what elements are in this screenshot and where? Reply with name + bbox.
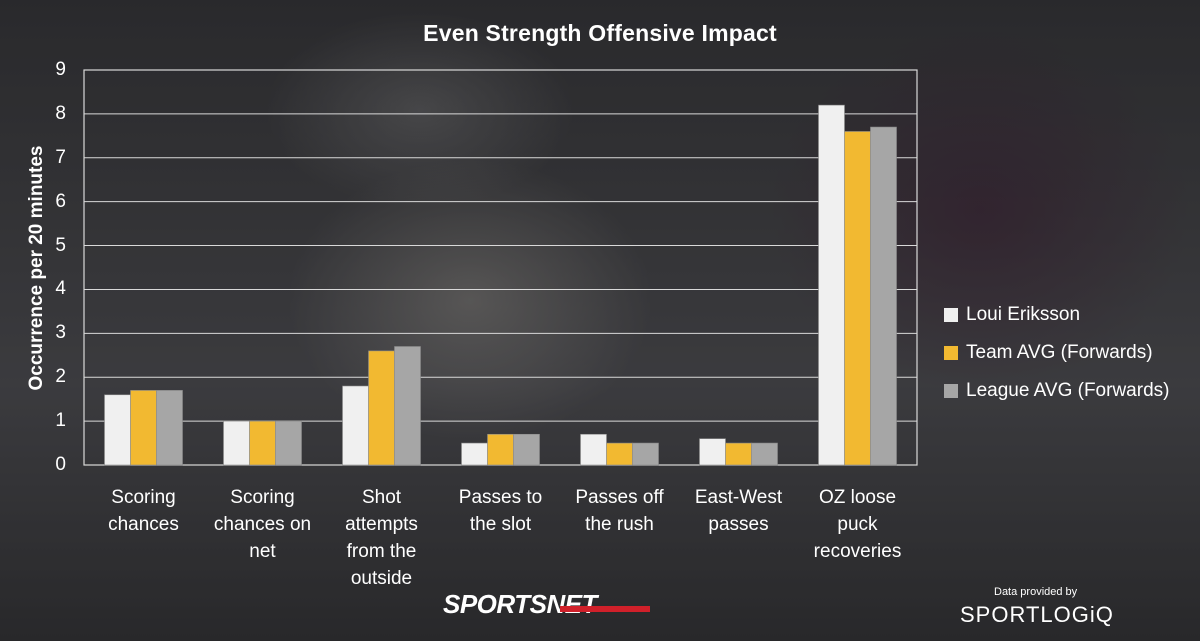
x-category-label: Scoring chances (108, 487, 179, 535)
legend-swatch (944, 346, 958, 360)
bar (844, 131, 871, 466)
y-axis-label: Occurrence per 20 minutes (26, 145, 47, 391)
bar (130, 390, 157, 466)
bar (394, 346, 421, 466)
data-credit-label: Data provided by (994, 586, 1078, 598)
legend-label: Team AVG (Forwards) (966, 342, 1153, 363)
bar (725, 442, 752, 466)
y-tick-label: 7 (55, 146, 66, 168)
bar (870, 126, 897, 466)
bar (249, 420, 276, 466)
bar (342, 385, 369, 466)
x-category-label: Passes to the slot (458, 487, 543, 535)
x-category-label: OZ loose puck recoveries (813, 487, 902, 562)
legend-item: Loui Eriksson (944, 296, 1169, 334)
legend-label: Loui Eriksson (966, 304, 1081, 325)
bar (513, 433, 540, 466)
y-tick-label: 5 (55, 234, 66, 256)
bar (699, 438, 726, 466)
y-tick-label: 0 (55, 454, 66, 475)
y-tick-label: 4 (55, 278, 66, 300)
bar (580, 433, 607, 466)
bar (487, 433, 514, 466)
x-category-label: Shot attempts from the outside (345, 487, 418, 589)
bar (606, 442, 633, 466)
legend-item: Team AVG (Forwards) (944, 334, 1169, 372)
bar (104, 394, 131, 466)
x-category-label: Passes off the rush (575, 487, 664, 535)
legend-label: League AVG (Forwards) (966, 380, 1170, 401)
bar (632, 442, 659, 466)
legend-swatch (944, 384, 958, 398)
bar (223, 420, 250, 466)
bar (461, 442, 488, 466)
bar (156, 390, 183, 466)
y-tick-label: 6 (55, 190, 66, 212)
bar (818, 104, 845, 466)
chart-legend: Loui Eriksson Team AVG (Forwards) League A… (944, 296, 1169, 410)
plot-area-frame (83, 69, 918, 466)
y-tick-label: 8 (55, 102, 66, 124)
y-tick-label: 2 (55, 366, 66, 388)
sportsnet-logo-accent (560, 606, 650, 612)
x-category-label: Scoring chances on net (213, 487, 312, 562)
y-tick-label: 9 (55, 59, 66, 80)
legend-item: League AVG (Forwards) (944, 372, 1169, 410)
sportsnet-logo: SPORTSNET (443, 589, 597, 619)
bar (368, 350, 395, 466)
y-tick-label: 3 (55, 322, 66, 344)
data-credit-logo: SPORTLOGiQ (960, 602, 1114, 627)
bar (751, 442, 778, 466)
y-tick-label: 1 (55, 410, 66, 432)
x-category-label: East-West passes (694, 487, 783, 535)
chart-title: Even Strength Offensive Impact (423, 20, 777, 46)
bar (275, 420, 302, 466)
legend-swatch (944, 308, 958, 322)
